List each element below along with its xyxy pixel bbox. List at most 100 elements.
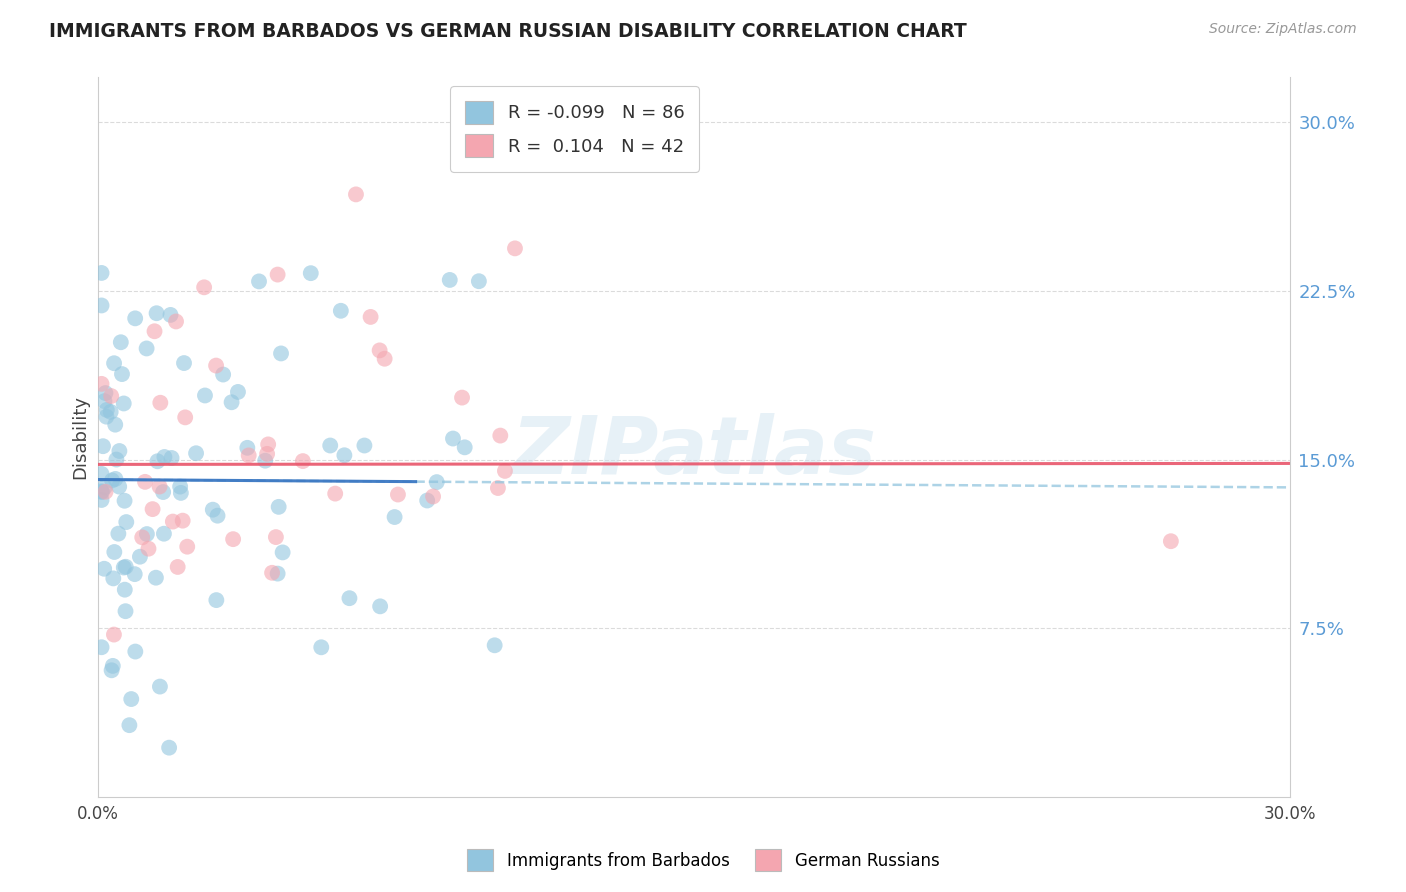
Point <box>494 464 516 478</box>
Point <box>221 395 243 409</box>
Point <box>120 692 142 706</box>
Point <box>96 409 118 424</box>
Point <box>291 454 314 468</box>
Point <box>145 571 167 585</box>
Point <box>145 306 167 320</box>
Point <box>454 440 477 454</box>
Point <box>451 391 474 405</box>
Point <box>94 484 117 499</box>
Point <box>176 540 198 554</box>
Point <box>159 308 181 322</box>
Point <box>149 396 172 410</box>
Point <box>135 527 157 541</box>
Point <box>124 311 146 326</box>
Point <box>135 342 157 356</box>
Point <box>143 324 166 338</box>
Point <box>93 394 115 409</box>
Point <box>114 493 136 508</box>
Point <box>184 446 207 460</box>
Point <box>114 582 136 597</box>
Point <box>104 417 127 432</box>
Point <box>344 187 367 202</box>
Point <box>114 559 136 574</box>
Point <box>205 593 228 607</box>
Point <box>100 405 122 419</box>
Point <box>254 453 277 467</box>
Point <box>384 510 406 524</box>
Point <box>422 490 444 504</box>
Point <box>118 718 141 732</box>
Point <box>101 659 124 673</box>
Point <box>266 268 288 282</box>
Point <box>262 566 284 580</box>
Point <box>165 314 187 328</box>
Point <box>90 467 112 481</box>
Point <box>236 441 259 455</box>
Point <box>111 367 134 381</box>
Legend: Immigrants from Barbados, German Russians: Immigrants from Barbados, German Russian… <box>458 841 948 880</box>
Point <box>166 560 188 574</box>
Point <box>146 454 169 468</box>
Legend: R = -0.099   N = 86, R =  0.104   N = 42: R = -0.099 N = 86, R = 0.104 N = 42 <box>450 87 699 171</box>
Point <box>309 640 332 655</box>
Point <box>174 410 197 425</box>
Point <box>112 560 135 574</box>
Point <box>131 530 153 544</box>
Point <box>222 532 245 546</box>
Text: Source: ZipAtlas.com: Source: ZipAtlas.com <box>1209 22 1357 37</box>
Point <box>387 487 409 501</box>
Point <box>368 599 391 614</box>
Point <box>105 452 128 467</box>
Point <box>103 627 125 641</box>
Point <box>238 449 260 463</box>
Point <box>226 384 249 399</box>
Point <box>115 515 138 529</box>
Point <box>299 266 322 280</box>
Text: IMMIGRANTS FROM BARBADOS VS GERMAN RUSSIAN DISABILITY CORRELATION CHART: IMMIGRANTS FROM BARBADOS VS GERMAN RUSSI… <box>49 22 967 41</box>
Point <box>90 298 112 312</box>
Point <box>90 493 112 508</box>
Point <box>169 480 191 494</box>
Point <box>112 396 135 410</box>
Point <box>148 479 170 493</box>
Point <box>96 403 118 417</box>
Point <box>152 485 174 500</box>
Point <box>256 447 278 461</box>
Point <box>170 486 193 500</box>
Point <box>212 368 235 382</box>
Point <box>138 541 160 556</box>
Point <box>129 549 152 564</box>
Point <box>323 486 346 500</box>
Point <box>100 389 122 403</box>
Point <box>101 474 124 488</box>
Point <box>416 493 439 508</box>
Point <box>114 604 136 618</box>
Point <box>441 432 464 446</box>
Point <box>124 567 146 582</box>
Point <box>110 335 132 350</box>
Point <box>104 472 127 486</box>
Point <box>1160 534 1182 549</box>
Point <box>90 484 112 499</box>
Point <box>193 280 215 294</box>
Point <box>333 448 356 462</box>
Point <box>329 303 352 318</box>
Point <box>142 502 165 516</box>
Point <box>90 640 112 655</box>
Point <box>270 346 292 360</box>
Point <box>149 680 172 694</box>
Point <box>374 351 396 366</box>
Point <box>103 571 125 585</box>
Point <box>468 274 491 288</box>
Point <box>194 388 217 402</box>
Point <box>124 644 146 658</box>
Point <box>266 566 288 581</box>
Point <box>172 514 194 528</box>
Point <box>134 475 156 489</box>
Point <box>319 438 342 452</box>
Point <box>100 663 122 677</box>
Point <box>257 437 280 451</box>
Point <box>91 439 114 453</box>
Point <box>108 444 131 458</box>
Point <box>173 356 195 370</box>
